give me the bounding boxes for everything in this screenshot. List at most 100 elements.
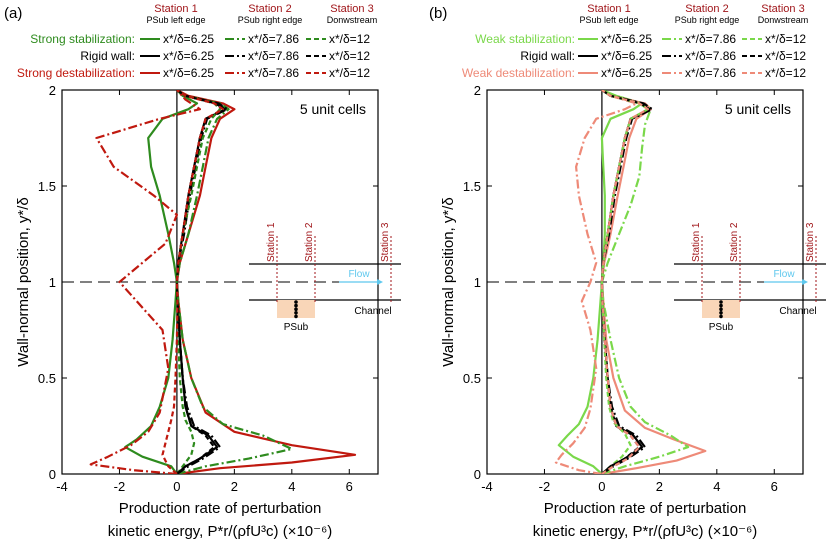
inset-resonator-dot: [719, 300, 723, 304]
x-tick-label: 2: [656, 479, 663, 494]
station-subtitle: PSub right edge: [675, 15, 740, 25]
series-line: [600, 90, 649, 474]
legend-entry-label: x*/δ=6.25: [601, 49, 652, 63]
station-title: Station 2: [248, 3, 291, 15]
series-line: [600, 90, 649, 474]
legend-row-label: Strong stabilization:: [30, 32, 135, 46]
inset-flow-label: Flow: [348, 269, 370, 280]
inset-psub-label: PSub: [709, 322, 734, 333]
y-tick-label: 1.5: [463, 179, 481, 194]
y-tick-label: 0.5: [463, 371, 481, 386]
series-line: [600, 90, 654, 474]
series-line: [89, 90, 201, 474]
station-title: Station 3: [761, 3, 804, 15]
legend-entry-label: x*/δ=6.25: [601, 66, 652, 80]
inset-station-label: Station 2: [729, 222, 740, 262]
inset-flow-arrowhead: [377, 279, 383, 285]
legend-entry-label: x*/δ=7.86: [248, 66, 299, 80]
legend-row-label: Weak stabilization:: [475, 32, 575, 46]
series-line: [175, 90, 229, 474]
channel-inset: PSub Channel Flow Station 1 Station 2 Station…: [249, 222, 401, 333]
legend-entry-label: x*/δ=7.86: [248, 32, 299, 46]
station-subtitle: PSub right edge: [238, 15, 303, 25]
station-subtitle: Donwstream: [758, 15, 809, 25]
inset-resonator-dot: [294, 311, 298, 315]
series-line: [554, 90, 638, 474]
y-tick-label: 0: [49, 467, 56, 482]
x-tick-label: 4: [713, 479, 720, 494]
x-tick-label: -4: [56, 479, 68, 494]
x-tick-label: 2: [231, 479, 238, 494]
inset-psub-label: PSub: [284, 322, 309, 333]
inset-station-label: Station 3: [380, 222, 391, 262]
station-title: Station 1: [154, 3, 197, 15]
panel-label: (a): [4, 5, 22, 22]
x-tick-label: 6: [346, 479, 353, 494]
x-axis-label-line1: Production rate of perturbation: [119, 500, 322, 517]
legend-entry-label: x*/δ=12: [765, 66, 806, 80]
station-title: Station 3: [330, 3, 373, 15]
x-tick-label: 4: [288, 479, 295, 494]
inset-station-label: Station 2: [304, 222, 315, 262]
y-tick-label: 2: [474, 83, 481, 98]
legend-row-label: Rigid wall:: [520, 49, 575, 63]
station-subtitle: Donwstream: [327, 15, 378, 25]
x-tick-label: -4: [481, 479, 493, 494]
series-line: [161, 90, 224, 474]
inset-channel-label: Channel: [354, 306, 391, 317]
y-tick-label: 2: [49, 83, 56, 98]
x-tick-label: 6: [771, 479, 778, 494]
inset-resonator-dot: [719, 303, 723, 308]
legend-entry-label: x*/δ=7.86: [685, 32, 736, 46]
legend-entry-label: x*/δ=12: [329, 32, 370, 46]
y-tick-label: 1: [49, 275, 56, 290]
x-tick-label: -2: [539, 479, 551, 494]
legend-entry-label: x*/δ=12: [765, 32, 806, 46]
y-tick-label: 0: [474, 467, 481, 482]
legend-row-label: Weak destabilization:: [462, 66, 575, 80]
x-axis-label-line2: kinetic energy, P*r/(ρfU³c) (×10⁻⁶): [533, 523, 758, 540]
legend-entry-label: x*/δ=6.25: [163, 66, 214, 80]
inset-station-label: Station 1: [266, 222, 277, 262]
station-subtitle: PSub left edge: [579, 15, 638, 25]
x-axis-label-line2: kinetic energy, P*r/(ρfU³c) (×10⁻⁶): [108, 523, 333, 540]
x-tick-label: -2: [114, 479, 126, 494]
series-line: [175, 90, 293, 474]
inset-flow-label: Flow: [773, 269, 795, 280]
legend-row-label: Strong destabilization:: [17, 66, 135, 80]
inset-resonator-dot: [719, 314, 723, 319]
y-axis-label: Wall-normal position, y*/δ: [440, 197, 457, 367]
inset-station-label: Station 3: [805, 222, 816, 262]
inset-resonator-dot: [294, 307, 298, 312]
legend-entry-label: x*/δ=7.86: [685, 49, 736, 63]
legend-row-label: Rigid wall:: [80, 49, 135, 63]
y-tick-label: 0.5: [38, 371, 56, 386]
inset-station-label: Station 1: [691, 222, 702, 262]
y-axis-label: Wall-normal position, y*/δ: [15, 197, 32, 367]
inset-resonator-dot: [294, 303, 298, 308]
y-tick-label: 1: [474, 275, 481, 290]
channel-inset: PSub Channel Flow Station 1 Station 2 Station…: [674, 222, 826, 333]
station-subtitle: PSub left edge: [146, 15, 205, 25]
legend-entry-label: x*/δ=6.25: [163, 32, 214, 46]
legend-entry-label: x*/δ=7.86: [248, 49, 299, 63]
x-axis-label-line1: Production rate of perturbation: [544, 500, 747, 517]
x-tick-label: 0: [173, 479, 180, 494]
inset-resonator-dot: [719, 311, 723, 315]
inset-resonator-dot: [719, 307, 723, 312]
legend-entry-label: x*/δ=12: [329, 49, 370, 63]
station-title: Station 1: [587, 3, 630, 15]
legend-entry-label: x*/δ=6.25: [163, 49, 214, 63]
panel-label: (b): [429, 5, 447, 22]
unit-cells-annotation: 5 unit cells: [300, 101, 366, 117]
inset-flow-arrowhead: [802, 279, 808, 285]
legend-entry-label: x*/δ=6.25: [601, 32, 652, 46]
x-tick-label: 0: [598, 479, 605, 494]
legend-entry-label: x*/δ=12: [329, 66, 370, 80]
inset-resonator-dot: [294, 300, 298, 304]
unit-cells-annotation: 5 unit cells: [725, 101, 791, 117]
inset-resonator-dot: [294, 314, 298, 319]
